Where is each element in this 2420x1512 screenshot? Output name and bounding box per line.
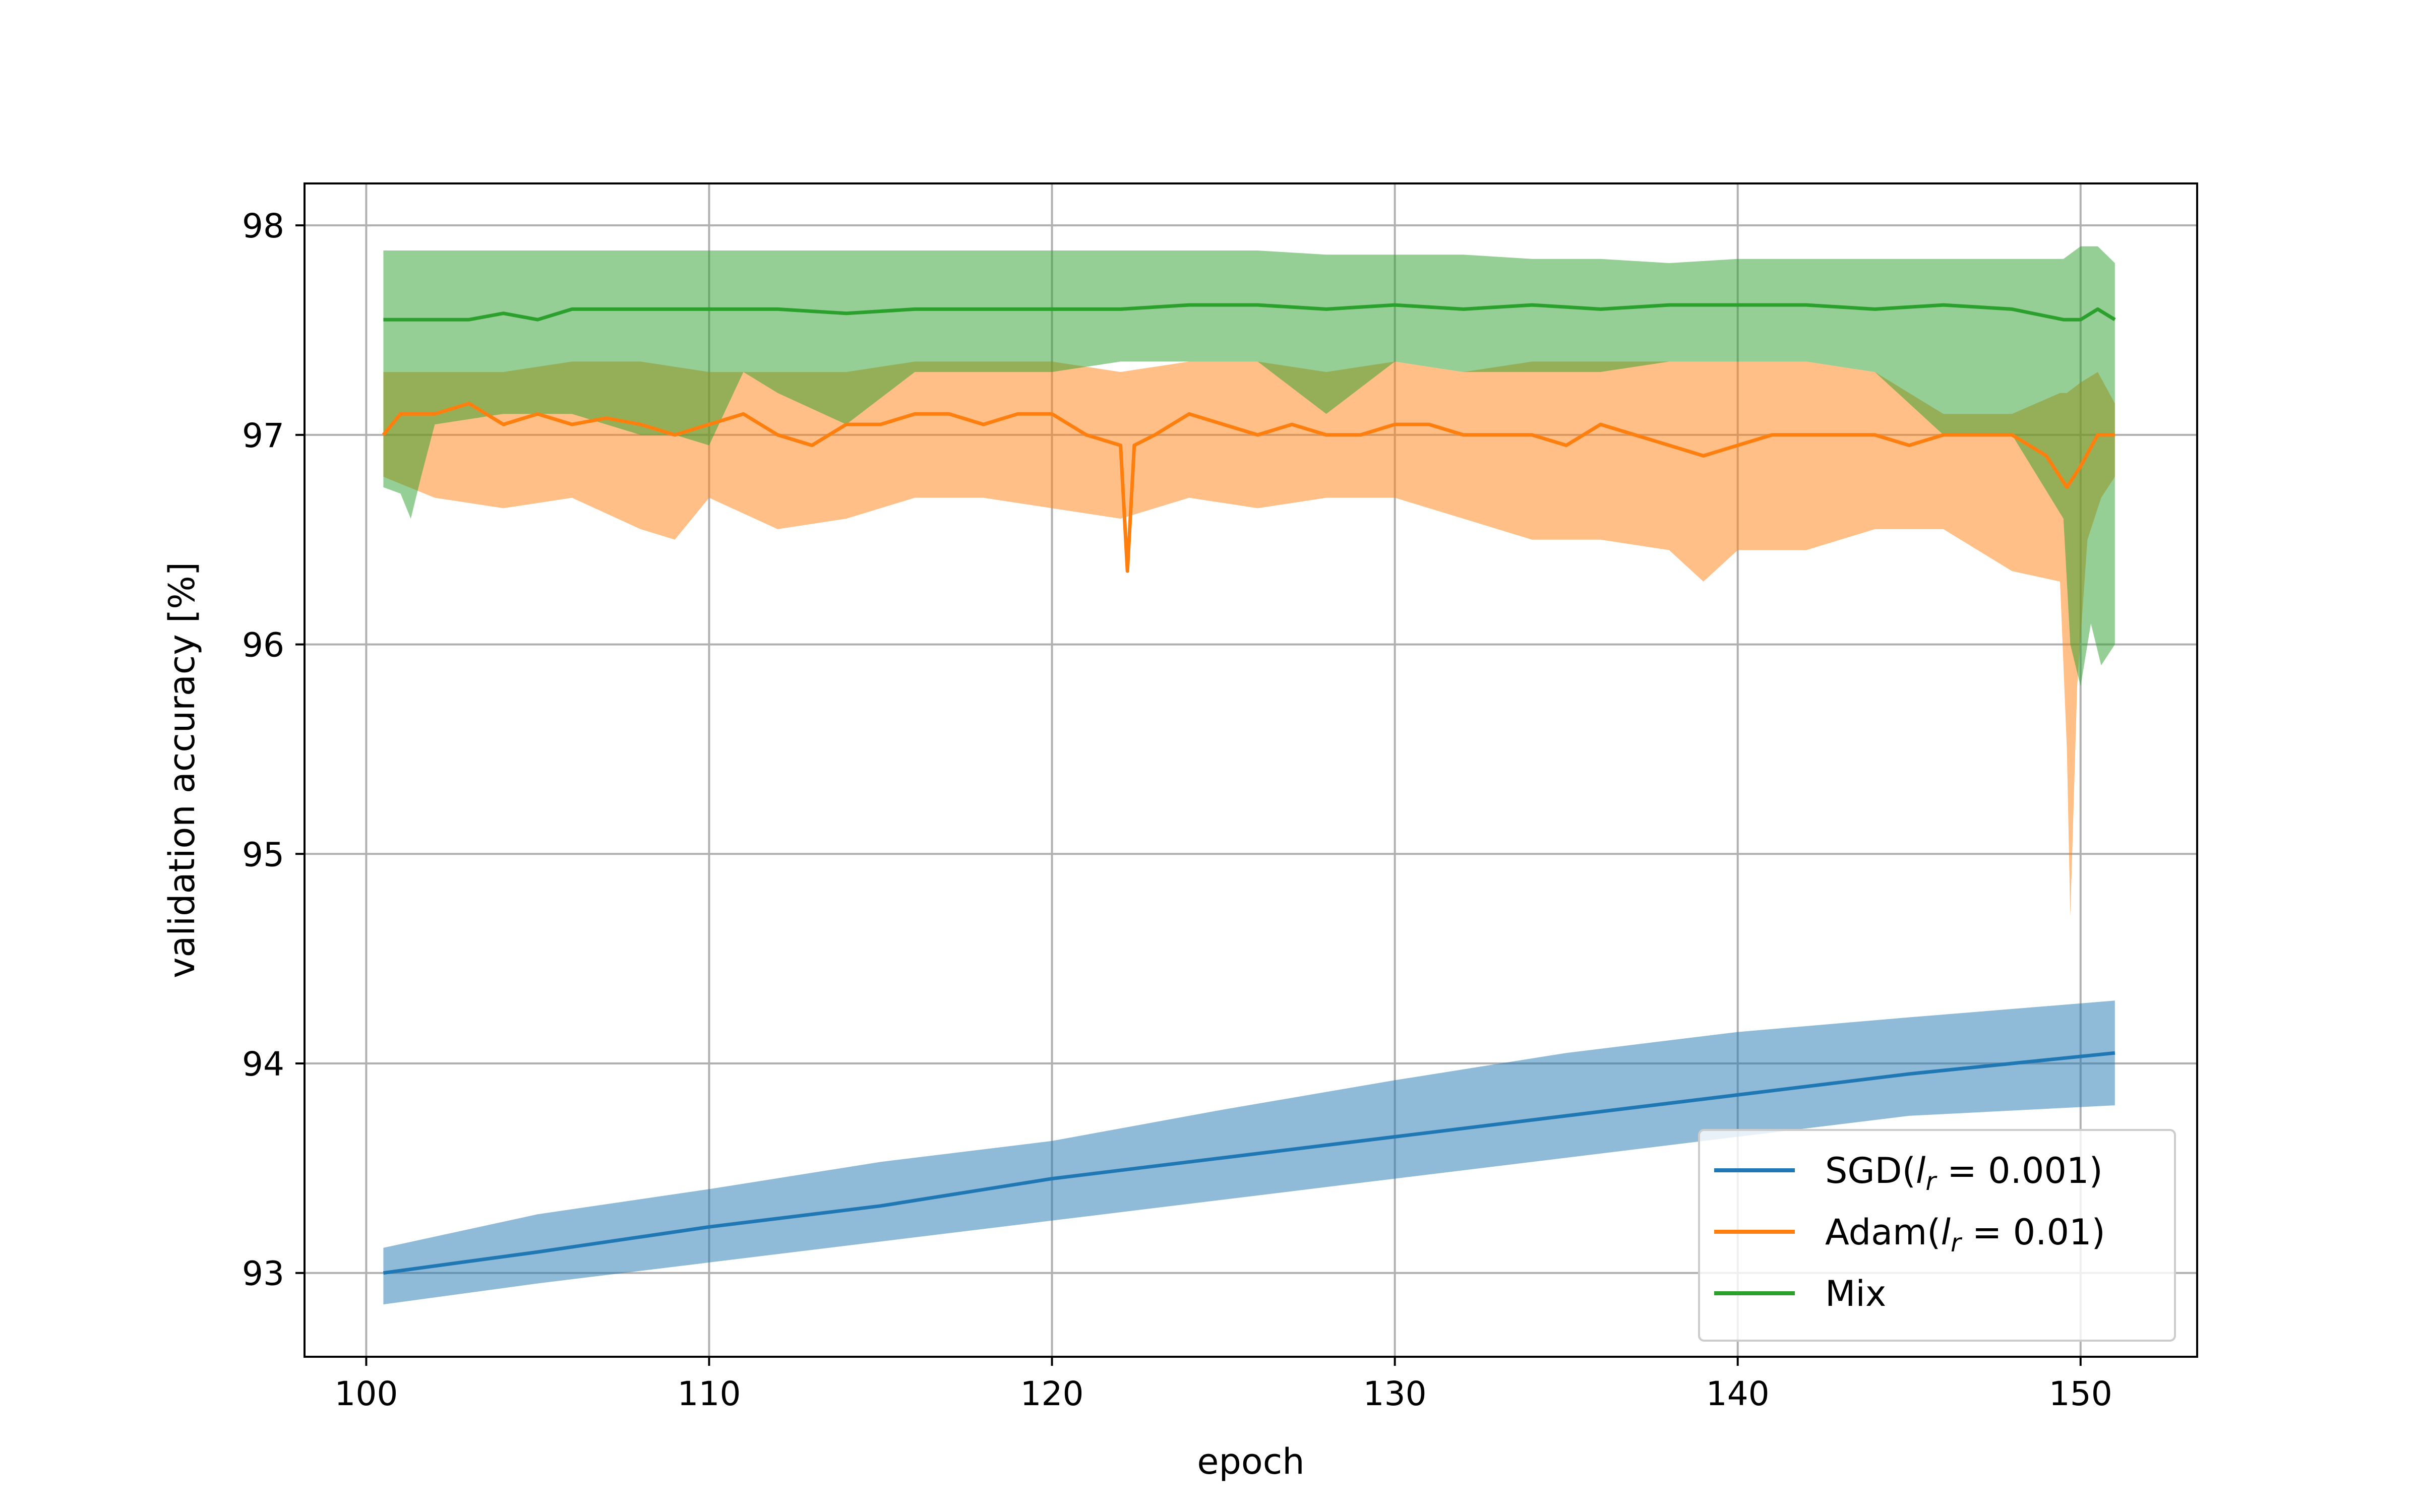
x-axis-label: epoch xyxy=(1197,1441,1304,1482)
band-mix xyxy=(383,246,2115,686)
x-tick-label: 100 xyxy=(334,1374,398,1413)
y-tick-label: 94 xyxy=(242,1045,284,1084)
y-tick-label: 98 xyxy=(242,207,284,245)
y-tick-label: 95 xyxy=(242,835,284,874)
line-mix xyxy=(383,303,2116,322)
line-adam-l-r-0-01 xyxy=(382,402,2115,573)
y-tick-label: 97 xyxy=(242,416,284,455)
legend-label: Adam(lr = 0.01) xyxy=(1825,1212,2105,1257)
plot-frame xyxy=(304,182,2198,1358)
x-tick-label: 130 xyxy=(1363,1374,1427,1413)
confidence-bands xyxy=(383,246,2115,1305)
x-tick-label: 140 xyxy=(1706,1374,1770,1413)
legend-box xyxy=(1698,1129,2176,1342)
legend-label: SGD(lr = 0.001) xyxy=(1825,1150,2103,1196)
axis-ticks: 100 110 120 130 140 150 93 94 95 96 97 98 xyxy=(242,207,2112,1413)
x-tick-label: 110 xyxy=(677,1374,741,1413)
legend: SGD(lr = 0.001) Adam(lr = 0.01) Mix xyxy=(1698,1129,2176,1342)
series-lines xyxy=(382,303,2116,1275)
y-tick-label: 96 xyxy=(242,626,284,665)
y-tick-label: 93 xyxy=(242,1254,284,1293)
x-tick-label: 150 xyxy=(2049,1374,2112,1413)
y-axis-label: validation accuracy [%] xyxy=(161,562,203,978)
line-sgd-l-r-0-001 xyxy=(383,1051,2115,1275)
band-sgd-l-r-0-001 xyxy=(383,1000,2115,1305)
band-adam-l-r-0-01 xyxy=(383,361,2115,917)
x-tick-label: 120 xyxy=(1020,1374,1084,1413)
legend-label: Mix xyxy=(1825,1273,1886,1314)
